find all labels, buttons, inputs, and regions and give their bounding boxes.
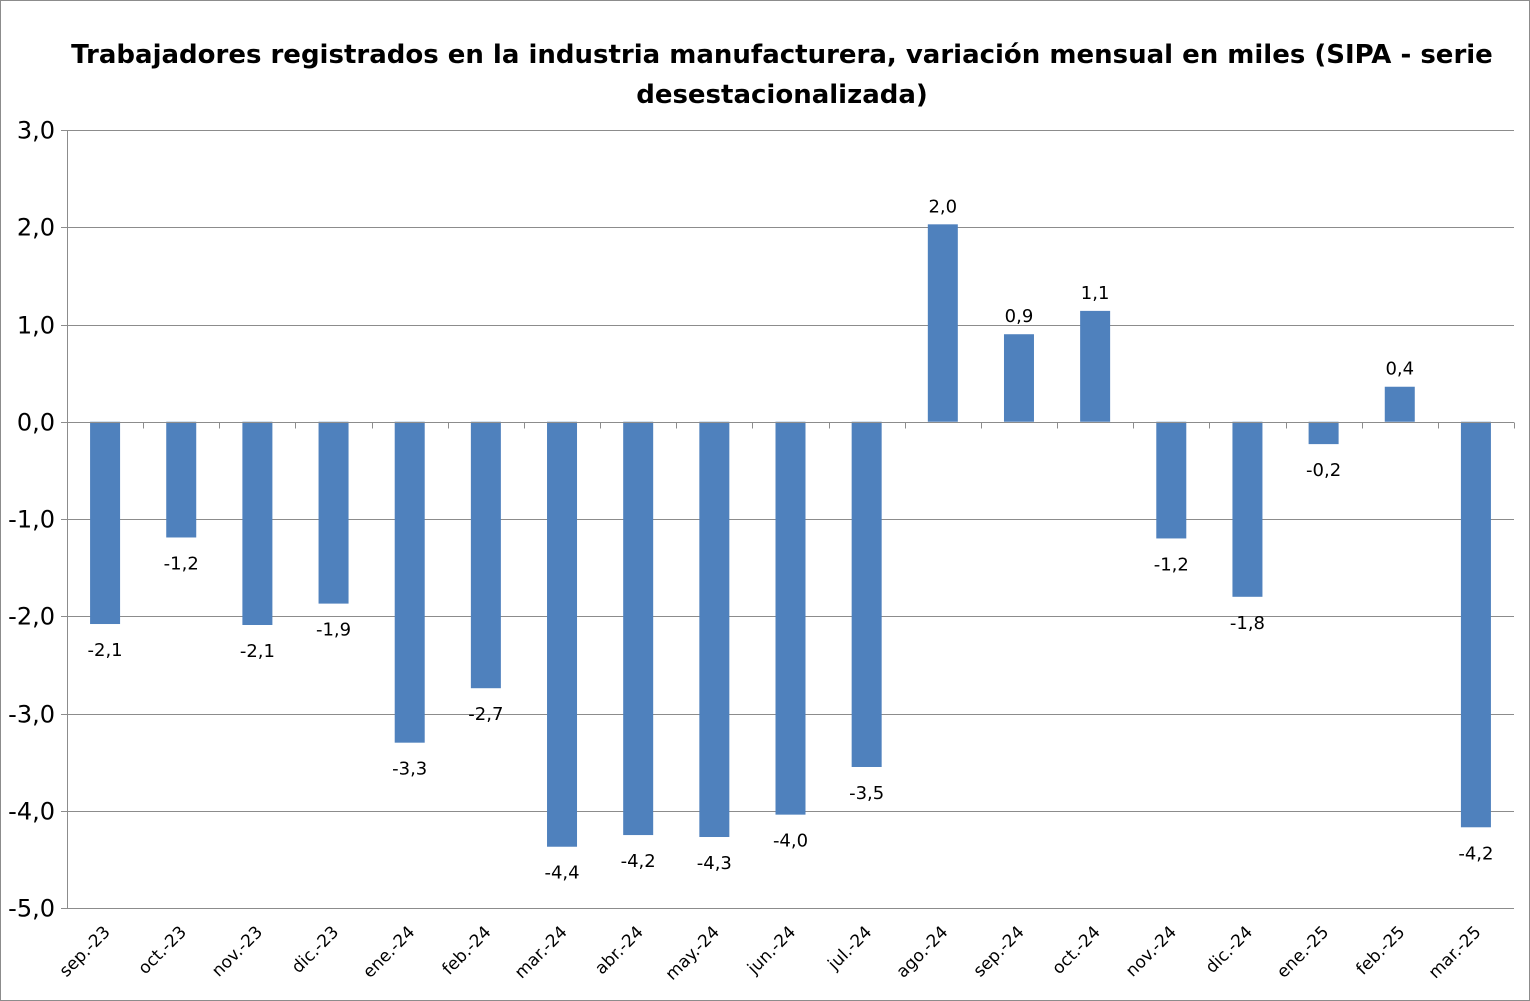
x-tick-label: dic.-24 [1202, 922, 1257, 977]
data-labels: -2,1 -1,2 -2,1 -1,9 -3,3 -2,7 -4,4 -4,2 -4,3 -4,0… [88, 196, 1494, 883]
x-tick-label: oct.-23 [134, 922, 190, 978]
data-label: -2,1 [88, 640, 123, 661]
chart-title-line-2: desestacionalizada) [636, 80, 928, 110]
bar [775, 421, 806, 815]
y-tick-label: 0,0 [17, 409, 55, 437]
bar [394, 421, 425, 743]
data-label: 1,1 [1081, 283, 1110, 304]
y-tick-label: -2,0 [8, 603, 55, 631]
bar [470, 421, 501, 689]
data-label: -4,0 [773, 831, 808, 852]
x-tick-label: ene.-25 [1273, 922, 1333, 982]
data-label: -4,2 [621, 851, 656, 872]
bar [699, 421, 730, 838]
bar [1156, 421, 1187, 539]
data-label: -4,4 [544, 863, 579, 884]
bar [1308, 421, 1339, 445]
y-tick-label: 2,0 [17, 214, 55, 242]
x-tick-label: may.-24 [662, 922, 724, 984]
x-tick-label: ago.-24 [893, 922, 953, 982]
x-tick-label: sep.-23 [56, 922, 115, 981]
data-label: -2,7 [468, 704, 503, 725]
bar [1460, 421, 1491, 828]
data-label: 0,4 [1385, 359, 1414, 380]
data-label: -2,1 [240, 641, 275, 662]
x-tick-label: jun.-24 [743, 922, 800, 979]
data-label: 2,0 [928, 196, 957, 217]
data-label: -1,2 [1154, 554, 1189, 575]
bar [1232, 421, 1263, 597]
data-label: 0,9 [1005, 306, 1034, 327]
y-tick-label: -3,0 [8, 701, 55, 729]
data-label: -1,2 [164, 553, 199, 574]
y-axis: 3,0 2,0 1,0 0,0 -1,0 -2,0 -3,0 -4,0 -5,0 [8, 117, 68, 923]
y-tick-label: -1,0 [8, 506, 55, 534]
bar [318, 421, 349, 604]
x-tick-label: oct.-24 [1048, 922, 1104, 978]
y-tick-label: 3,0 [17, 117, 55, 145]
bar [242, 421, 273, 626]
data-label: -3,5 [849, 783, 884, 804]
x-tick-label: feb.-25 [1352, 922, 1409, 979]
x-tick-label: abr.-24 [591, 922, 647, 978]
data-label: -0,2 [1306, 460, 1341, 481]
bar [1080, 310, 1111, 422]
x-tick-label: jul.-24 [824, 922, 877, 975]
bar [90, 421, 121, 625]
bar [166, 421, 197, 538]
bar [1003, 334, 1034, 422]
x-tick-label: nov.-23 [208, 922, 267, 981]
y-tick-label: -5,0 [8, 895, 55, 923]
y-tick-label: 1,0 [17, 312, 55, 340]
data-label: -3,3 [392, 759, 427, 780]
x-tick-label: nov.-24 [1122, 922, 1181, 981]
data-label: -1,8 [1230, 613, 1265, 634]
bar [927, 224, 958, 422]
x-tick-label: dic.-23 [288, 922, 343, 977]
x-tick-label: mar.-25 [1425, 922, 1486, 983]
bars [90, 224, 1491, 847]
y-tick-label: -4,0 [8, 798, 55, 826]
chart-title-line-1: Trabajadores registrados en la industria… [71, 40, 1493, 70]
data-label: -4,2 [1458, 843, 1493, 864]
x-tick-label: sep.-24 [970, 922, 1029, 981]
bar [851, 421, 882, 767]
data-label: -1,9 [316, 620, 351, 641]
bar [547, 421, 578, 847]
x-tick-label: ene.-24 [359, 922, 419, 982]
x-tick-label: mar.-24 [511, 922, 572, 983]
bar [623, 421, 654, 836]
bar [1384, 386, 1415, 422]
x-tick-label: feb.-24 [439, 922, 496, 979]
data-label: -4,3 [697, 853, 732, 874]
